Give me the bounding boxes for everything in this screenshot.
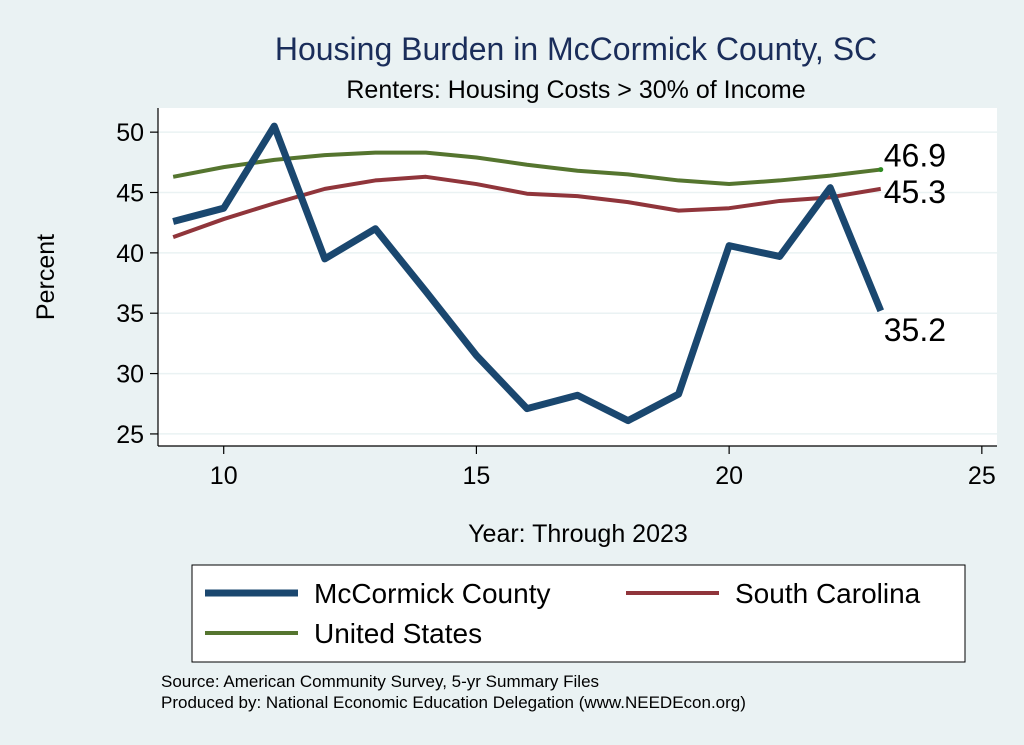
source-line-2: Produced by: National Economic Education…	[161, 693, 746, 712]
x-tick-label: 15	[463, 462, 491, 490]
y-axis-label: Percent	[32, 234, 60, 320]
series-lines	[172, 122, 884, 425]
chart-title: Housing Burden in McCormick County, SC	[275, 31, 877, 67]
legend-label: United States	[314, 618, 482, 649]
legend-box	[191, 564, 966, 663]
x-tick-label: 20	[715, 462, 743, 490]
x-tick-label: 25	[968, 462, 996, 490]
y-tick-label: 30	[116, 361, 144, 389]
gridlines	[158, 131, 997, 435]
series-line-mccormick-county	[172, 122, 884, 425]
series-line-united-states	[172, 150, 881, 187]
y-tick-label: 50	[116, 119, 144, 147]
end-label-united-states: 46.9	[884, 138, 946, 174]
y-tick-label: 45	[116, 180, 144, 208]
series-line-south-carolina	[172, 174, 882, 240]
y-tick-label: 25	[116, 421, 144, 449]
source-line-1: Source: American Community Survey, 5-yr …	[161, 672, 599, 691]
legend-label: South Carolina	[735, 578, 921, 609]
y-tick-label: 35	[116, 300, 144, 328]
chart-subtitle: Renters: Housing Costs > 30% of Income	[346, 76, 805, 104]
legend-label: McCormick County	[314, 578, 550, 609]
end-labels: 35.2 45.346.9	[878, 138, 946, 348]
end-label-south-carolina: 45.3	[884, 174, 946, 210]
x-axis-label: Year: Through 2023	[468, 520, 688, 548]
end-label-mccormick-county: 35.2	[884, 312, 946, 348]
legend: McCormick County South Carolina United Sta…	[191, 564, 966, 663]
plot-area	[158, 108, 997, 446]
x-tick-label: 10	[210, 462, 238, 490]
y-tick-label: 40	[116, 240, 144, 268]
axes: 25 30 35 40 45 50 10 15 20 25	[116, 108, 997, 490]
end-marker	[878, 167, 884, 173]
